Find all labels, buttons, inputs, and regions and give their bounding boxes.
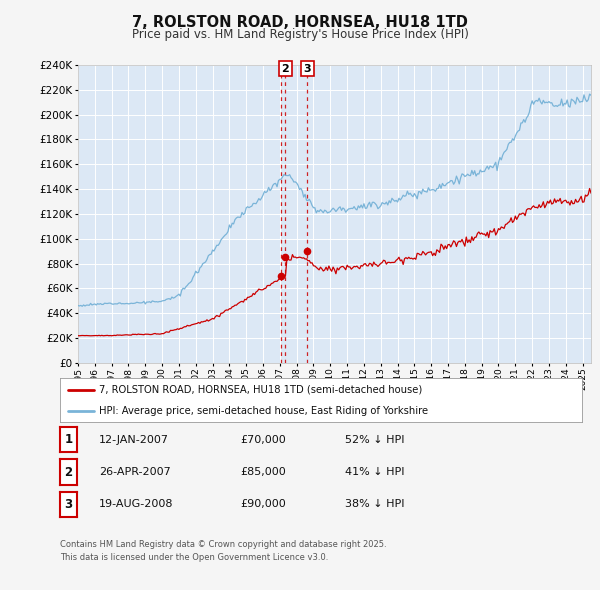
Text: This data is licensed under the Open Government Licence v3.0.: This data is licensed under the Open Gov… (60, 553, 328, 562)
Text: 52% ↓ HPI: 52% ↓ HPI (345, 435, 404, 444)
Text: 7, ROLSTON ROAD, HORNSEA, HU18 1TD: 7, ROLSTON ROAD, HORNSEA, HU18 1TD (132, 15, 468, 30)
Text: HPI: Average price, semi-detached house, East Riding of Yorkshire: HPI: Average price, semi-detached house,… (99, 406, 428, 416)
Text: £90,000: £90,000 (240, 500, 286, 509)
Text: 1: 1 (64, 433, 73, 446)
Text: 7, ROLSTON ROAD, HORNSEA, HU18 1TD (semi-detached house): 7, ROLSTON ROAD, HORNSEA, HU18 1TD (semi… (99, 385, 422, 395)
Text: 3: 3 (64, 498, 73, 511)
Text: £85,000: £85,000 (240, 467, 286, 477)
Text: 26-APR-2007: 26-APR-2007 (99, 467, 171, 477)
Text: 41% ↓ HPI: 41% ↓ HPI (345, 467, 404, 477)
Text: £70,000: £70,000 (240, 435, 286, 444)
Text: 12-JAN-2007: 12-JAN-2007 (99, 435, 169, 444)
Text: 19-AUG-2008: 19-AUG-2008 (99, 500, 173, 509)
Text: Price paid vs. HM Land Registry's House Price Index (HPI): Price paid vs. HM Land Registry's House … (131, 28, 469, 41)
Text: 3: 3 (304, 64, 311, 74)
Text: 38% ↓ HPI: 38% ↓ HPI (345, 500, 404, 509)
Text: Contains HM Land Registry data © Crown copyright and database right 2025.: Contains HM Land Registry data © Crown c… (60, 540, 386, 549)
Text: 2: 2 (64, 466, 73, 478)
Text: 2: 2 (281, 64, 289, 74)
